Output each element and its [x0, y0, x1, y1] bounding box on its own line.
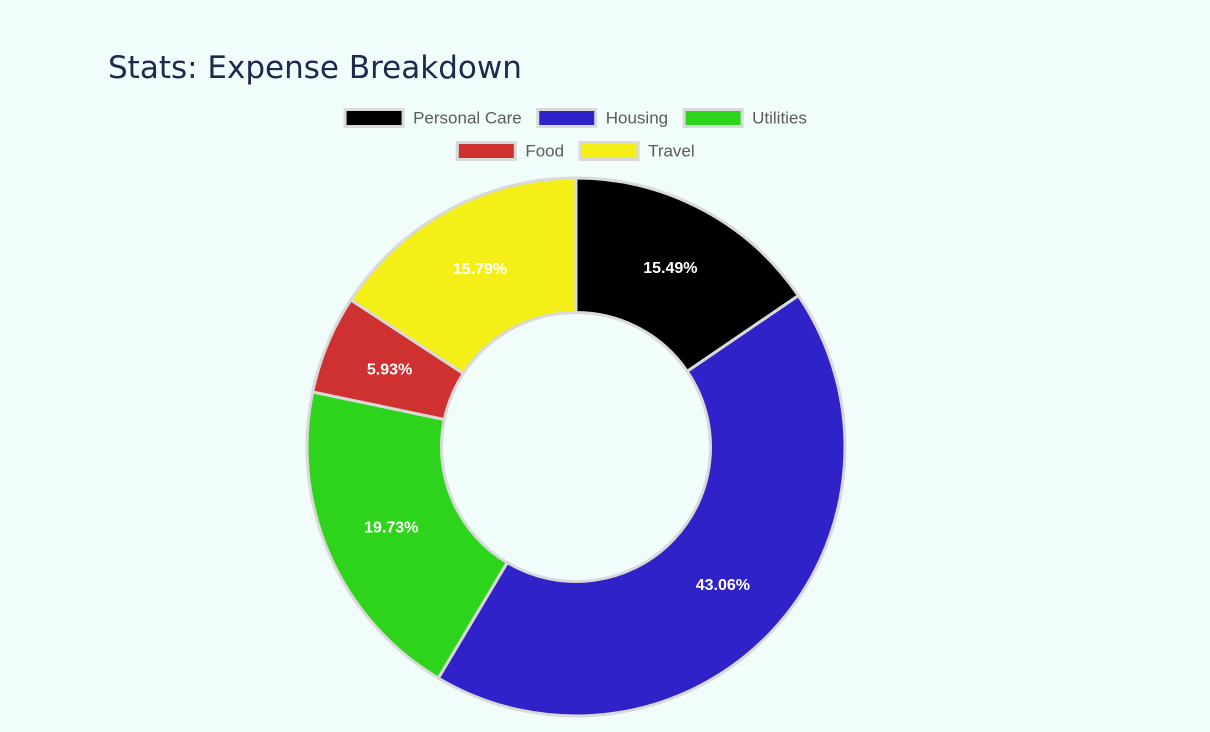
legend-item-personal-care[interactable]: Personal Care [343, 108, 522, 128]
legend-swatch-food [455, 141, 517, 161]
slice-label-personal-care: 15.49% [643, 260, 697, 277]
legend-item-travel[interactable]: Travel [578, 141, 695, 161]
slice-housing[interactable] [436, 294, 847, 718]
legend-label-personal-care: Personal Care [413, 109, 522, 128]
slice-label-housing: 43.06% [696, 577, 750, 594]
legend-item-housing[interactable]: Housing [536, 108, 668, 128]
slice-label-utilities: 19.73% [364, 520, 418, 537]
slice-label-food: 5.93% [367, 361, 412, 378]
legend-label-food: Food [525, 142, 564, 161]
slice-labels: 15.49% 43.06% 19.73% 5.93% 15.79% [364, 260, 750, 594]
legend-label-utilities: Utilities [752, 109, 807, 128]
legend: Personal Care Housing Utilities Food Travel [343, 108, 807, 161]
slice-personal-care[interactable] [574, 176, 800, 373]
slice-utilities[interactable] [305, 390, 509, 680]
legend-label-travel: Travel [648, 142, 695, 161]
legend-swatch-personal-care [343, 108, 405, 128]
donut-slices [305, 176, 847, 718]
legend-item-food[interactable]: Food [455, 141, 564, 161]
legend-swatch-housing [536, 108, 598, 128]
chart-title: Stats: Expense Breakdown [108, 50, 522, 86]
legend-swatch-utilities [682, 108, 744, 128]
slice-travel[interactable] [349, 176, 578, 375]
legend-swatch-travel [578, 141, 640, 161]
legend-item-utilities[interactable]: Utilities [682, 108, 807, 128]
legend-label-housing: Housing [606, 109, 668, 128]
slice-label-travel: 15.79% [453, 261, 507, 278]
